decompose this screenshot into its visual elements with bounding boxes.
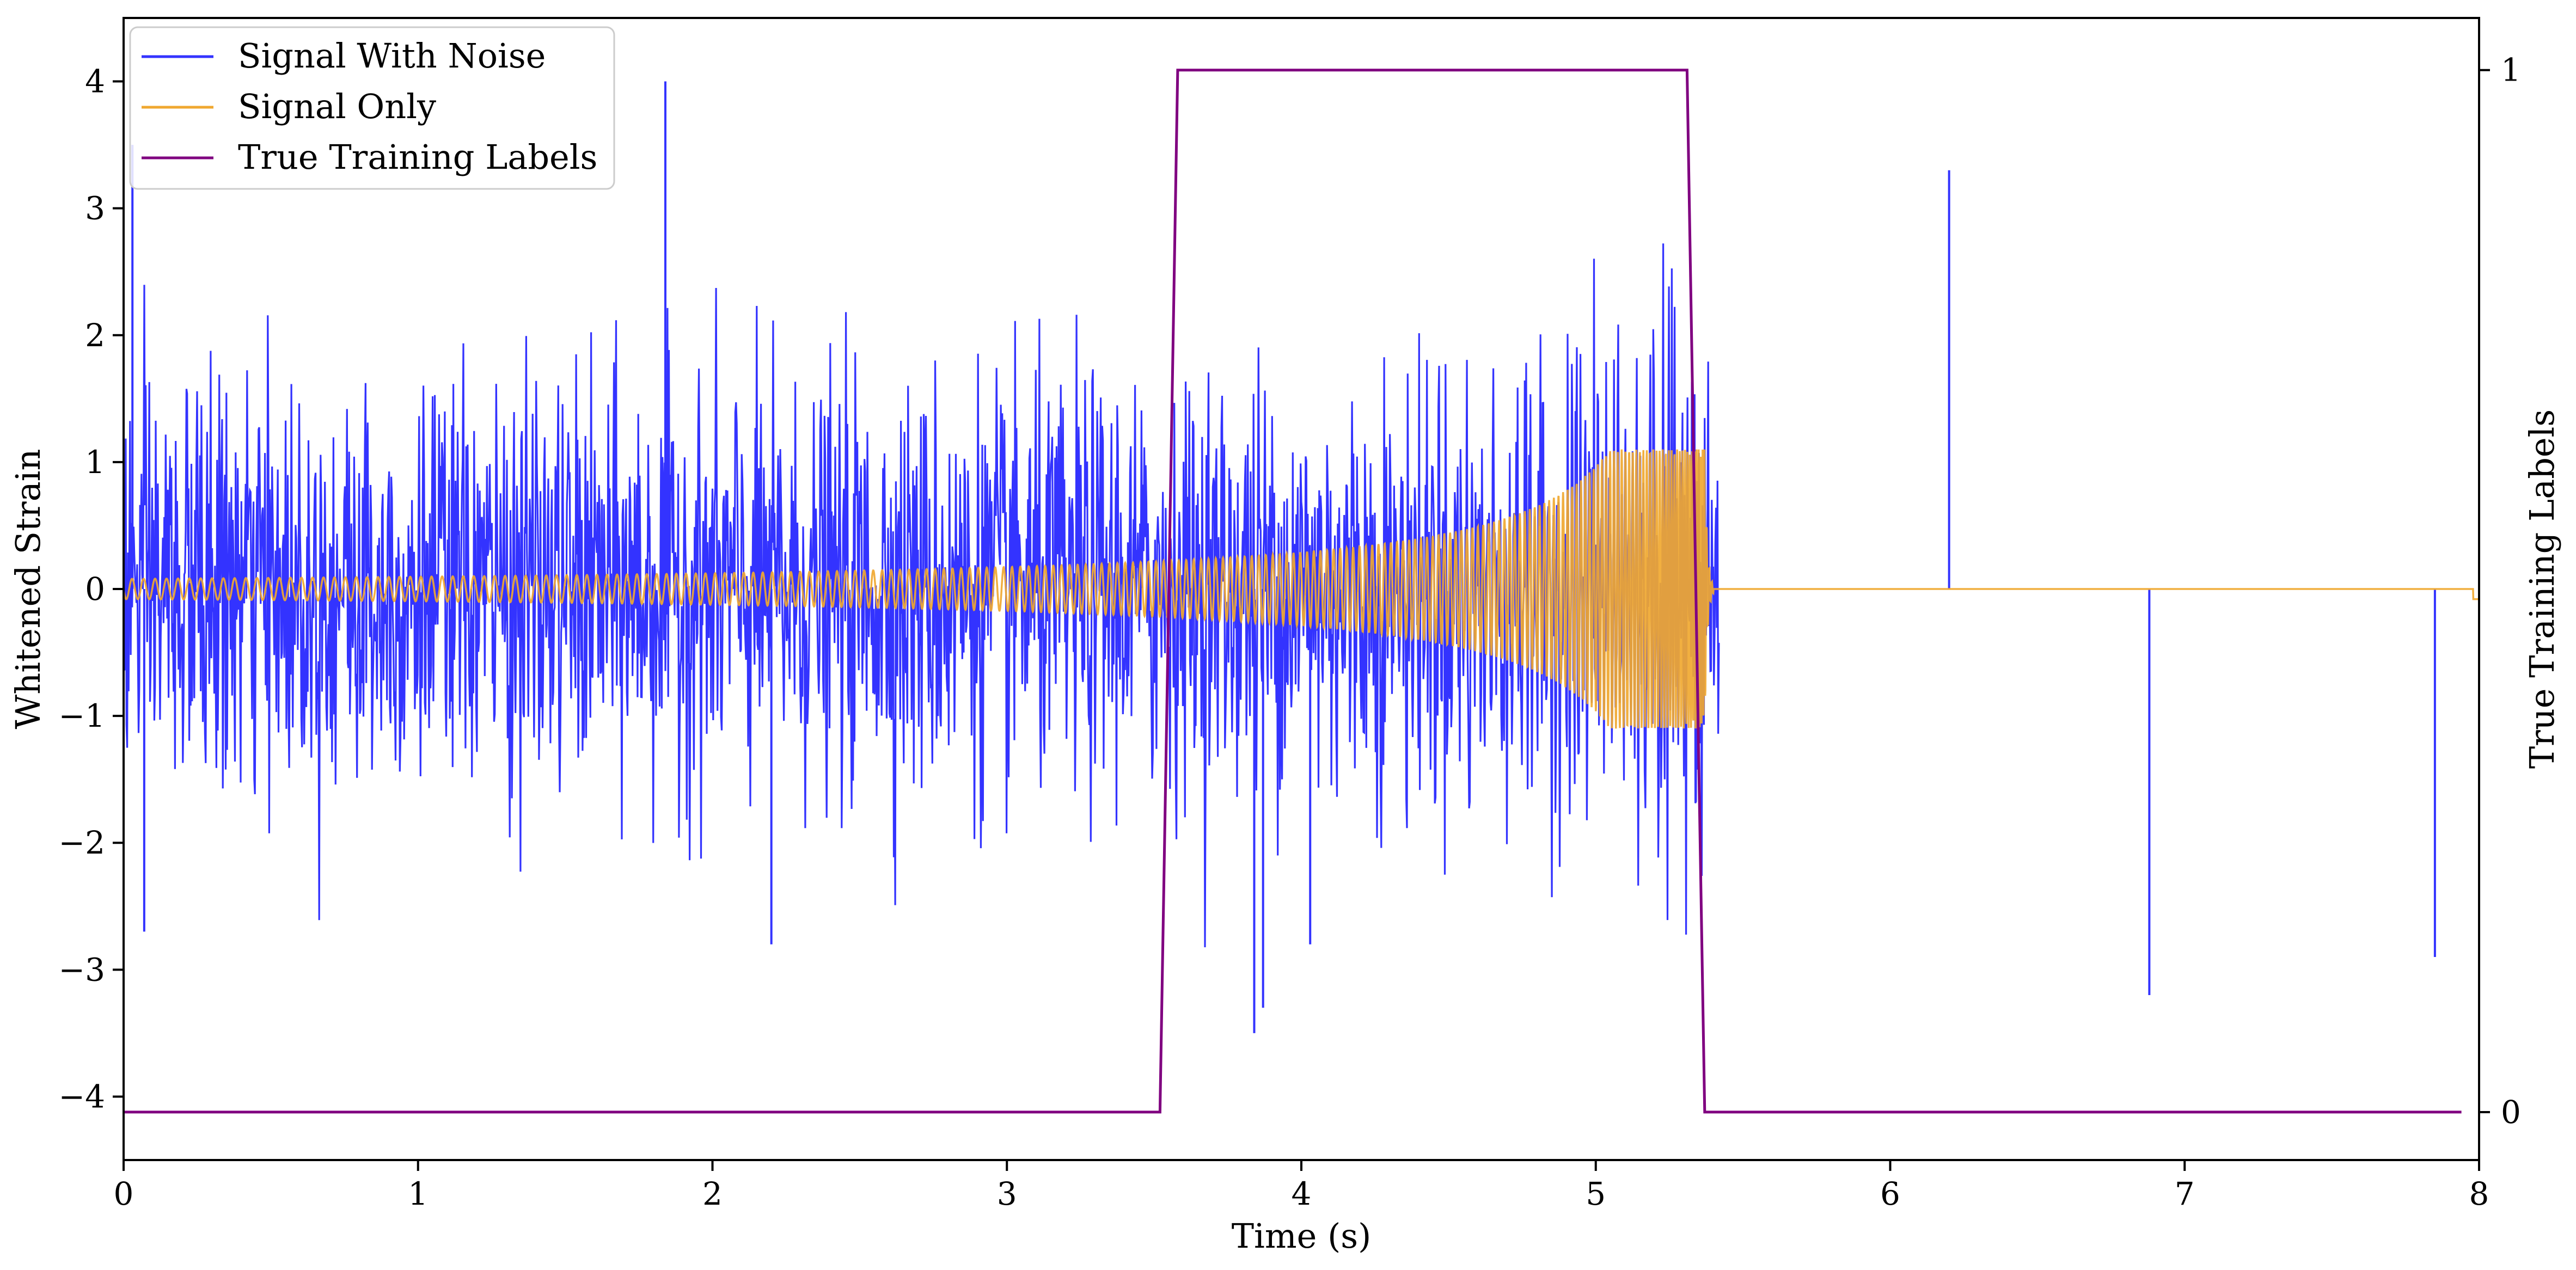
signal-with-noise-series [124, 81, 2436, 1033]
true-training-labels-series [124, 69, 2462, 1114]
legend-box [129, 26, 615, 190]
x-tick-label: 2 [702, 1175, 723, 1212]
y-tick-label: 4 [85, 63, 105, 100]
legend-entry-signal: Signal Only [238, 87, 436, 126]
x-tick-label: 4 [1292, 1175, 1312, 1212]
signal-line [124, 449, 2479, 729]
legend-entry-noise: Signal With Noise [238, 36, 546, 76]
x-tick-label: 8 [2469, 1175, 2489, 1212]
y-tick-label: 0 [85, 570, 105, 608]
x-tick-label: 5 [1586, 1175, 1606, 1212]
y-tick-label: −1 [59, 697, 106, 734]
y-tick-label: 1 [85, 444, 105, 481]
y-tick-label: −2 [59, 824, 106, 861]
x-tick-label: 3 [997, 1175, 1017, 1212]
y-tick-label: −3 [59, 951, 106, 988]
x-tick-label: 0 [114, 1175, 134, 1212]
labels-line [124, 69, 2462, 1114]
y-axis-right: 01 [2479, 52, 2521, 1131]
y-tick-label: 3 [85, 190, 105, 227]
x-tick-label: 6 [1880, 1175, 1900, 1212]
y-axis-left: −4 −3 −2 −1 0 1 2 3 4 [59, 63, 124, 1115]
y2-tick-label: 1 [2501, 52, 2521, 89]
y-axis-label: Whitened Strain [8, 449, 48, 729]
x-tick-label: 7 [2175, 1175, 2195, 1212]
y-tick-label: 2 [85, 317, 105, 354]
legend-entry-labels: True Training Labels [238, 137, 597, 177]
x-tick-label: 1 [408, 1175, 428, 1212]
y2-axis-label: True Training Labels [2522, 409, 2562, 769]
x-axis: 0 1 2 3 4 5 6 7 8 [114, 1160, 2489, 1212]
x-axis-label: Time (s) [1232, 1216, 1372, 1256]
legend: Signal With Noise Signal Only True Train… [129, 26, 615, 190]
y-tick-label: −4 [59, 1078, 106, 1115]
y2-tick-label: 0 [2501, 1094, 2521, 1131]
signal-only-series [124, 449, 2479, 729]
